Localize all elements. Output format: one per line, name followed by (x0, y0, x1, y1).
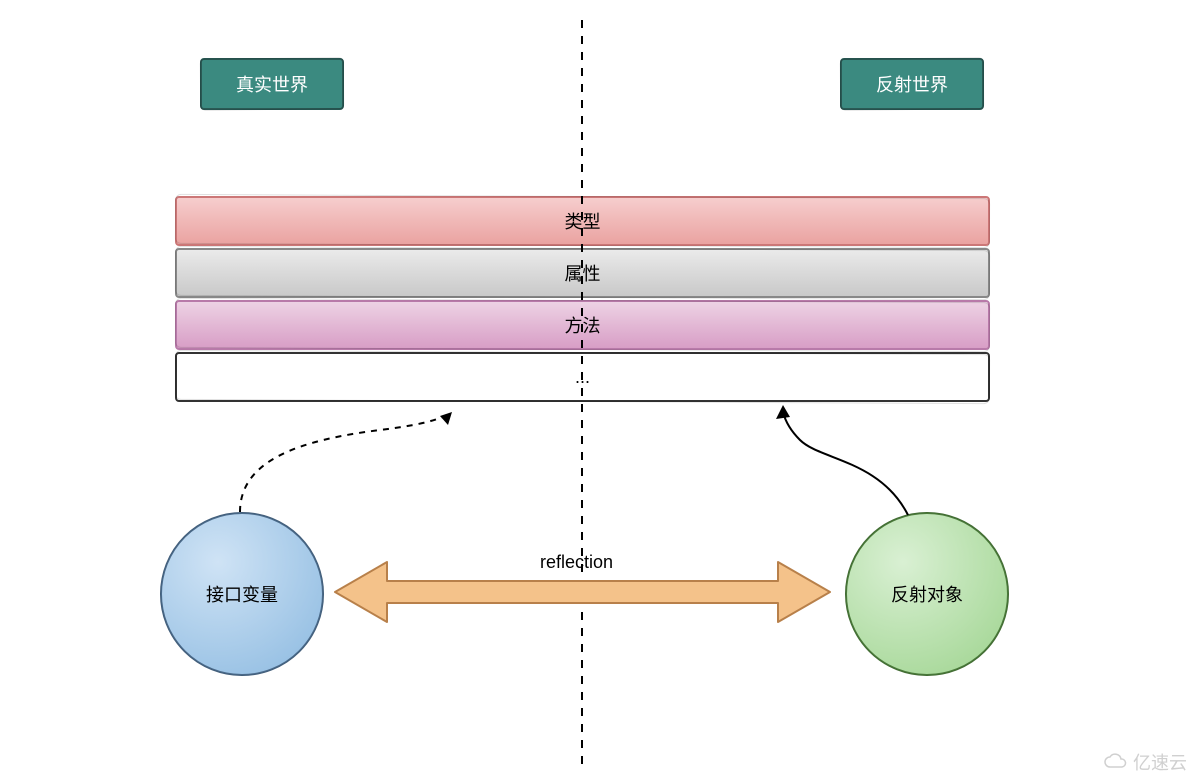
layer-method: 方法 (175, 300, 990, 350)
reflect-world-text: 反射世界 (876, 71, 948, 97)
real-world-label: 真实世界 (200, 58, 344, 110)
reflection-arrow-label: reflection (540, 552, 613, 573)
watermark: 亿速云 (1103, 749, 1187, 775)
left-dashed-arrow (240, 412, 452, 512)
interface-variable-label: 接口变量 (206, 581, 278, 607)
layer-ellipsis: ... (175, 352, 990, 402)
watermark-text: 亿速云 (1133, 749, 1187, 775)
layer-type-label: 类型 (565, 208, 601, 234)
reflect-object-label: 反射对象 (891, 581, 963, 607)
layer-attribute: 属性 (175, 248, 990, 298)
reflect-world-label: 反射世界 (840, 58, 984, 110)
cloud-icon (1103, 752, 1129, 772)
right-solid-arrow (776, 405, 908, 515)
real-world-text: 真实世界 (236, 71, 308, 97)
layer-type: 类型 (175, 196, 990, 246)
layer-ellipsis-label: ... (575, 367, 590, 388)
diagram-canvas: 真实世界 反射世界 类型 属性 方法 ... 接口变量 反射对象 reflect… (0, 0, 1197, 783)
layer-attribute-label: 属性 (565, 260, 601, 286)
reflect-object-node: 反射对象 (845, 512, 1009, 676)
interface-variable-node: 接口变量 (160, 512, 324, 676)
layer-method-label: 方法 (565, 312, 601, 338)
